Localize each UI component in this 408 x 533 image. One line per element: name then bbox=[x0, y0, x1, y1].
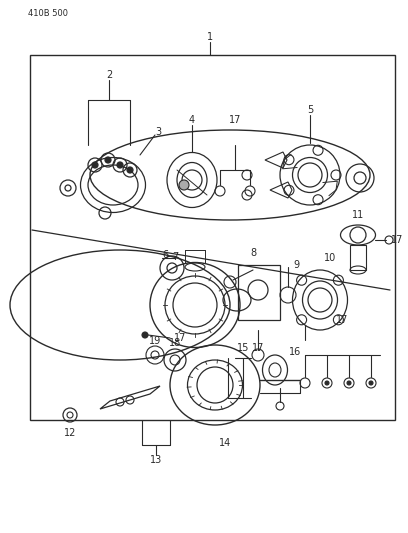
Text: 13: 13 bbox=[150, 455, 162, 465]
Text: 15: 15 bbox=[237, 343, 249, 353]
Text: 410B 500: 410B 500 bbox=[28, 9, 68, 18]
Bar bbox=[238, 265, 280, 320]
Text: 18: 18 bbox=[169, 338, 181, 348]
Text: 17: 17 bbox=[252, 343, 264, 353]
Text: 16: 16 bbox=[289, 347, 301, 357]
Circle shape bbox=[369, 381, 373, 385]
Text: 14: 14 bbox=[219, 438, 231, 448]
Text: 4: 4 bbox=[189, 115, 195, 125]
Circle shape bbox=[179, 180, 189, 190]
Circle shape bbox=[92, 162, 98, 168]
Text: 17: 17 bbox=[391, 235, 404, 245]
Text: 11: 11 bbox=[352, 210, 364, 220]
Circle shape bbox=[117, 162, 123, 168]
Text: 17: 17 bbox=[229, 115, 241, 125]
Text: 1: 1 bbox=[207, 32, 213, 42]
Circle shape bbox=[105, 157, 111, 163]
Text: 9: 9 bbox=[293, 260, 299, 270]
Text: 6: 6 bbox=[162, 250, 168, 260]
Bar bbox=[30, 55, 395, 420]
Circle shape bbox=[347, 381, 351, 385]
Text: 5: 5 bbox=[307, 105, 313, 115]
Text: 19: 19 bbox=[149, 336, 161, 346]
Text: 8: 8 bbox=[250, 248, 256, 258]
Text: 17: 17 bbox=[174, 333, 186, 343]
Circle shape bbox=[142, 332, 148, 338]
Circle shape bbox=[325, 381, 329, 385]
Text: 12: 12 bbox=[64, 428, 76, 438]
Text: 10: 10 bbox=[324, 253, 336, 263]
Text: 17: 17 bbox=[336, 315, 348, 325]
Bar bbox=[350, 245, 366, 270]
Text: 3: 3 bbox=[155, 127, 161, 137]
Text: 2: 2 bbox=[106, 70, 112, 80]
Text: 7: 7 bbox=[172, 252, 178, 262]
Circle shape bbox=[127, 167, 133, 173]
